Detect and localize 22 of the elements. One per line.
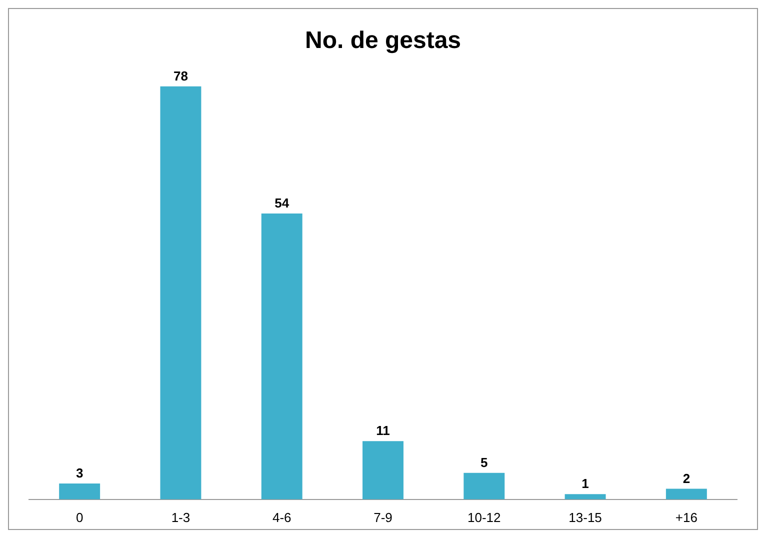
x-tick-label: 0 bbox=[76, 510, 84, 525]
x-tick-label: 7-9 bbox=[374, 510, 392, 525]
x-tick-label: 1-3 bbox=[171, 510, 190, 525]
data-label: 1 bbox=[582, 476, 589, 492]
data-label: 5 bbox=[480, 455, 488, 470]
bar bbox=[261, 213, 302, 500]
x-tick-label: 10-12 bbox=[468, 510, 501, 525]
data-label: 54 bbox=[274, 196, 290, 211]
data-label: 78 bbox=[173, 68, 188, 84]
bar bbox=[464, 472, 505, 500]
x-tick-label: 13-15 bbox=[568, 510, 602, 525]
bar bbox=[160, 86, 202, 500]
data-label: 2 bbox=[682, 470, 690, 486]
chart-title: No. de gestas bbox=[304, 27, 462, 54]
bar bbox=[564, 494, 606, 500]
bar bbox=[666, 488, 707, 500]
data-label: 3 bbox=[76, 466, 84, 481]
bar bbox=[59, 484, 100, 500]
x-tick-label: +16 bbox=[675, 510, 698, 525]
bar bbox=[362, 441, 404, 500]
x-tick-label: 4-6 bbox=[272, 510, 292, 525]
data-label: 11 bbox=[376, 423, 390, 438]
